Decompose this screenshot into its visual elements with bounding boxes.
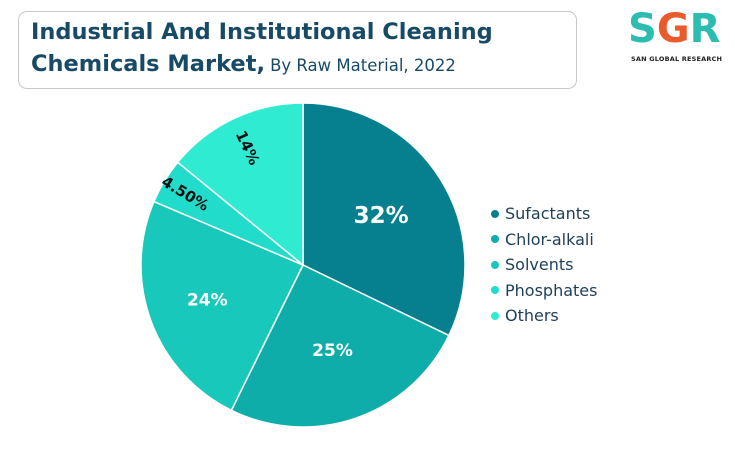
legend-swatch <box>491 286 499 295</box>
legend-label: Phosphates <box>505 280 598 300</box>
pie-slice-solvents <box>140 200 305 412</box>
data-label-solvents: 24% <box>187 290 228 310</box>
legend-item-phosphates: Phosphates <box>491 278 597 304</box>
legend-swatch <box>491 209 499 218</box>
chart-legend: Sufactants Chlor-alkali Solvents Phosphates… <box>491 201 597 329</box>
logo-mark: SGR <box>628 6 720 52</box>
chart-subtitle: By Raw Material, 2022 <box>270 56 456 75</box>
chart-title-main: Chemicals Market, <box>31 51 265 77</box>
sgr-logo: SGR SAN GLOBAL RESEARCH <box>628 6 723 70</box>
logo-letter-s: S <box>628 6 657 52</box>
chart-title-line1: Industrial And Institutional Cleaning <box>31 19 493 45</box>
chart-title-line2: Chemicals Market, By Raw Material, 2022 <box>31 48 576 82</box>
pie-slice-chlor-alkali <box>230 264 450 428</box>
pie-slice-others <box>176 102 304 267</box>
legend-label: Solvents <box>505 255 574 275</box>
legend-swatch <box>491 260 499 269</box>
data-label-chlor-alkali: 25% <box>312 341 353 361</box>
pie-slice-sufactants <box>302 102 466 337</box>
legend-item-others: Others <box>491 303 597 329</box>
legend-item-solvents: Solvents <box>491 252 597 278</box>
legend-swatch <box>491 311 499 320</box>
legend-swatch <box>491 235 499 244</box>
data-label-sufactants: 32% <box>354 203 409 229</box>
chart-title-box: Industrial And Institutional Cleaning Ch… <box>18 11 577 89</box>
logo-tagline: SAN GLOBAL RESEARCH <box>631 55 723 63</box>
legend-label: Chlor-alkali <box>505 229 594 249</box>
legend-item-chlor-alkali: Chlor-alkali <box>491 227 597 253</box>
logo-letter-r: R <box>689 6 721 52</box>
legend-label: Sufactants <box>505 204 591 224</box>
legend-label: Others <box>505 306 559 326</box>
legend-item-sufactants: Sufactants <box>491 201 597 227</box>
logo-letter-g: G <box>656 6 690 52</box>
